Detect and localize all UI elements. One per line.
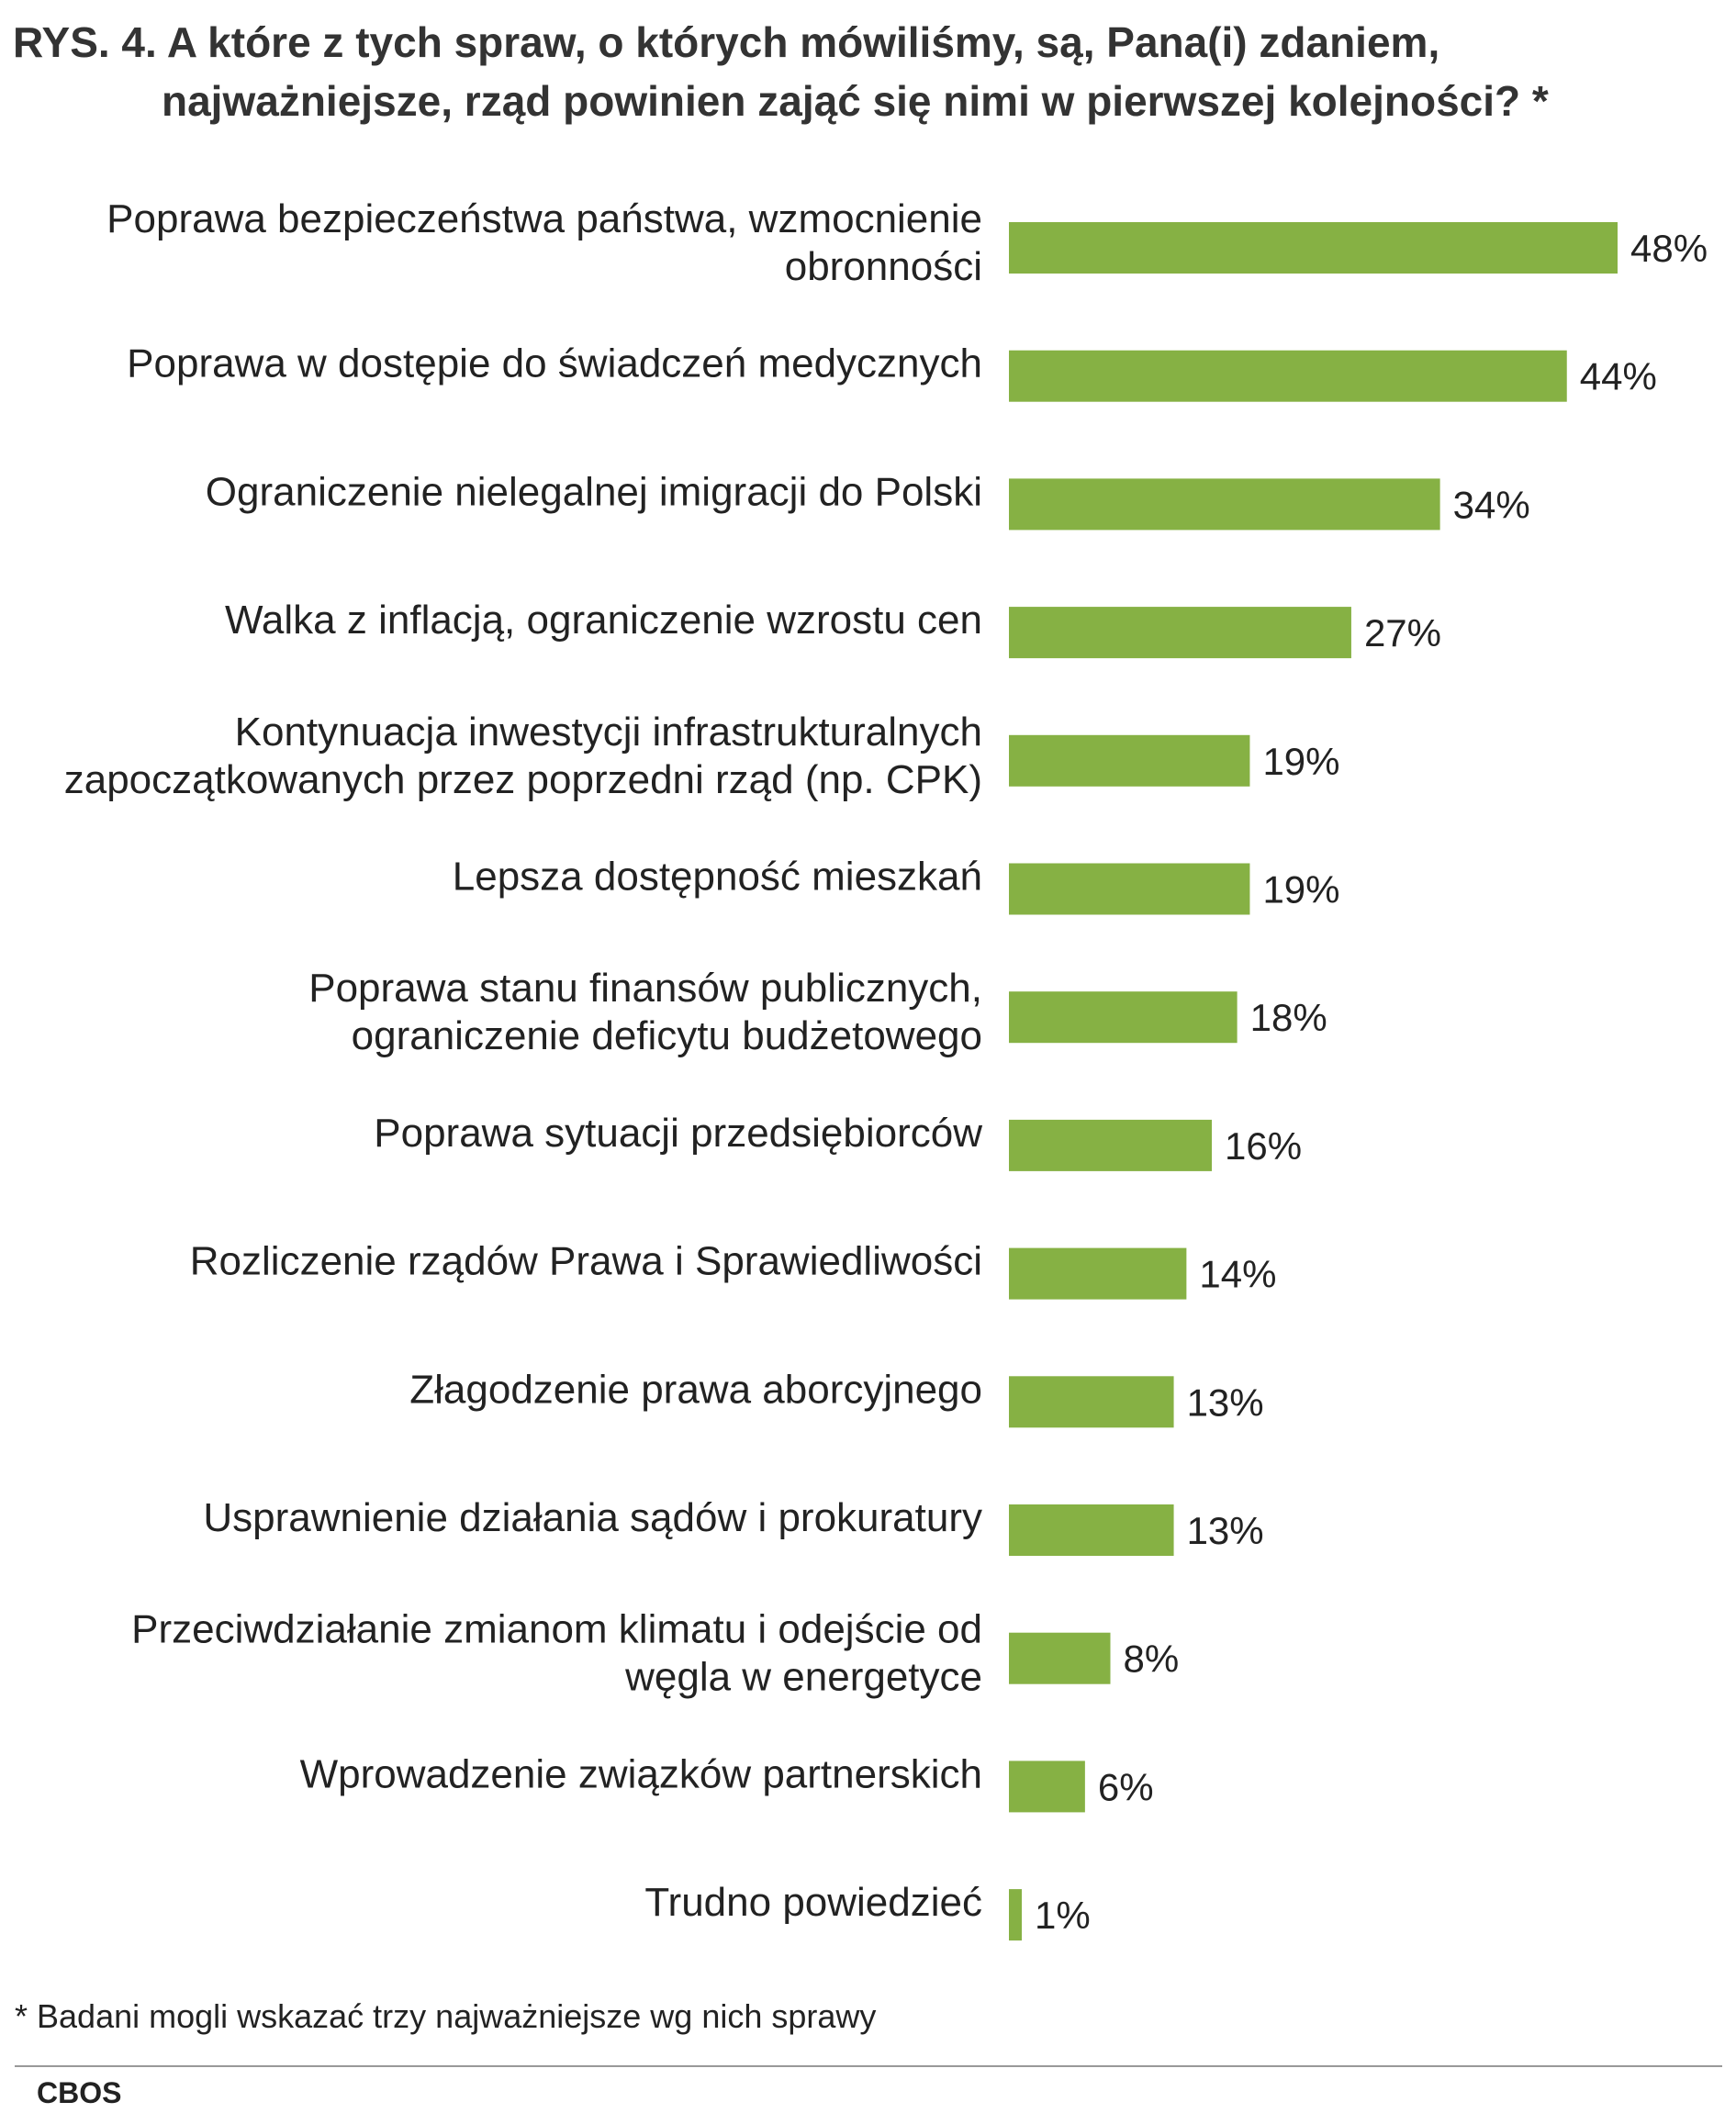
category-label-line: zapoczątkowanych przez poprzedni rząd (n…	[64, 757, 982, 802]
bar-row: 48% Poprawa bezpieczeństwa państwa, wzmoc…	[106, 196, 1708, 289]
chart-title: RYS. 4. A które z tych spraw, o których …	[13, 13, 1711, 130]
value-label: 13%	[1187, 1381, 1264, 1424]
value-label: 18%	[1250, 996, 1327, 1039]
category-label-line: węgla w energetyce	[624, 1655, 982, 1700]
bar	[1009, 222, 1618, 274]
bar	[1009, 991, 1238, 1044]
category-label-line: Walka z inflacją, ograniczenie wzrostu c…	[225, 598, 982, 643]
category-label-line: Kontynuacja inwestycji infrastrukturalny…	[235, 710, 982, 755]
bar	[1009, 350, 1567, 402]
value-label: 16%	[1225, 1124, 1302, 1168]
bar	[1009, 1504, 1174, 1556]
category-label: Poprawa sytuacji przedsiębiorców	[374, 1111, 982, 1156]
bar	[1009, 1632, 1111, 1684]
category-label-line: Złagodzenie prawa aborcyjnego	[409, 1367, 982, 1412]
category-label-line: Poprawa w dostępie do świadczeń medyczny…	[127, 341, 982, 386]
category-label-line: Trudno powiedzieć	[644, 1880, 982, 1925]
category-label-line: ograniczenie deficytu budżetowego	[352, 1013, 982, 1058]
category-label-line: Poprawa bezpieczeństwa państwa, wzmocnie…	[106, 196, 982, 241]
category-label-line: Poprawa stanu finansów publicznych,	[308, 966, 982, 1011]
bar-row: 13% Usprawnienie działania sądów i prokur…	[203, 1495, 1264, 1556]
divider	[15, 2065, 1722, 2067]
category-label: Rozliczenie rządów Prawa i Sprawiedliwoś…	[190, 1239, 982, 1284]
value-label: 6%	[1098, 1765, 1154, 1808]
category-label: Usprawnienie działania sądów i prokuratu…	[203, 1495, 982, 1540]
category-label: Poprawa bezpieczeństwa państwa, wzmocnie…	[106, 196, 982, 289]
bar	[1009, 1119, 1212, 1171]
category-label: Przeciwdziałanie zmianom klimatu i odejś…	[131, 1607, 982, 1700]
value-label: 27%	[1364, 611, 1441, 654]
bar-row: 27% Walka z inflacją, ograniczenie wzrost…	[225, 598, 1441, 659]
category-label-line: Wprowadzenie związków partnerskich	[300, 1751, 982, 1796]
category-label: Poprawa w dostępie do świadczeń medyczny…	[127, 341, 982, 386]
bar	[1009, 607, 1351, 659]
value-label: 19%	[1262, 868, 1339, 911]
value-label: 8%	[1124, 1638, 1180, 1681]
bar-row: 8% Przeciwdziałanie zmianom klimatu i ode…	[131, 1607, 1179, 1700]
category-label: Złagodzenie prawa aborcyjnego	[409, 1367, 982, 1412]
value-label: 48%	[1630, 227, 1708, 270]
category-label-line: Rozliczenie rządów Prawa i Sprawiedliwoś…	[190, 1239, 982, 1284]
bar	[1009, 1889, 1022, 1941]
category-label-line: Przeciwdziałanie zmianom klimatu i odejś…	[131, 1607, 982, 1652]
value-label: 1%	[1035, 1894, 1091, 1937]
bar	[1009, 863, 1250, 915]
bar	[1009, 1247, 1187, 1300]
category-label: Trudno powiedzieć	[644, 1880, 982, 1925]
value-label: 19%	[1262, 740, 1339, 783]
category-label-line: Poprawa sytuacji przedsiębiorców	[374, 1111, 982, 1156]
category-label: Ograniczenie nielegalnej imigracji do Po…	[206, 469, 982, 514]
bar-row: 18% Poprawa stanu finansów publicznych, og…	[308, 966, 1327, 1058]
bar-row: 14% Rozliczenie rządów Prawa i Sprawiedli…	[190, 1239, 1276, 1300]
category-label-line: obronności	[785, 244, 982, 289]
category-label: Walka z inflacją, ograniczenie wzrostu c…	[225, 598, 982, 643]
bar-row: 44% Poprawa w dostępie do świadczeń medyc…	[127, 341, 1657, 402]
chart-title-line-1: RYS. 4. A które z tych spraw, o których …	[13, 18, 1440, 66]
category-label-line: Lepsza dostępność mieszkań	[453, 855, 982, 900]
bar-row: 1% Trudno powiedzieć	[644, 1880, 1091, 1941]
bar	[1009, 1761, 1085, 1813]
category-label: Wprowadzenie związków partnerskich	[300, 1751, 982, 1796]
category-label-line: Usprawnienie działania sądów i prokuratu…	[203, 1495, 982, 1540]
footnote: * Badani mogli wskazać trzy najważniejsz…	[15, 1997, 877, 2035]
bar-row: 19% Kontynuacja inwestycji infrastruktura…	[64, 710, 1340, 802]
value-label: 13%	[1187, 1509, 1264, 1552]
bar-row: 13% Złagodzenie prawa aborcyjnego	[409, 1367, 1264, 1428]
bar	[1009, 1376, 1174, 1428]
category-label: Kontynuacja inwestycji infrastrukturalny…	[64, 710, 982, 802]
category-label-line: Ograniczenie nielegalnej imigracji do Po…	[206, 469, 982, 514]
source-label: CBOS	[37, 2076, 122, 2109]
bar	[1009, 734, 1250, 787]
category-label: Lepsza dostępność mieszkań	[453, 855, 982, 900]
bar-chart: 48% Poprawa bezpieczeństwa państwa, wzmoc…	[64, 196, 1708, 1941]
value-label: 34%	[1453, 483, 1530, 526]
value-label: 44%	[1580, 355, 1657, 398]
category-label: Poprawa stanu finansów publicznych, ogran…	[308, 966, 982, 1058]
value-label: 14%	[1199, 1253, 1276, 1296]
bar	[1009, 478, 1440, 531]
bar-row: 16% Poprawa sytuacji przedsiębiorców	[374, 1111, 1302, 1171]
bar-row: 34% Ograniczenie nielegalnej imigracji do…	[206, 469, 1530, 531]
chart-title-line-2: najważniejsze, rząd powinien zająć się n…	[162, 77, 1549, 125]
bar-row: 19% Lepsza dostępność mieszkań	[453, 855, 1340, 915]
bar-row: 6% Wprowadzenie związków partnerskich	[300, 1751, 1154, 1813]
